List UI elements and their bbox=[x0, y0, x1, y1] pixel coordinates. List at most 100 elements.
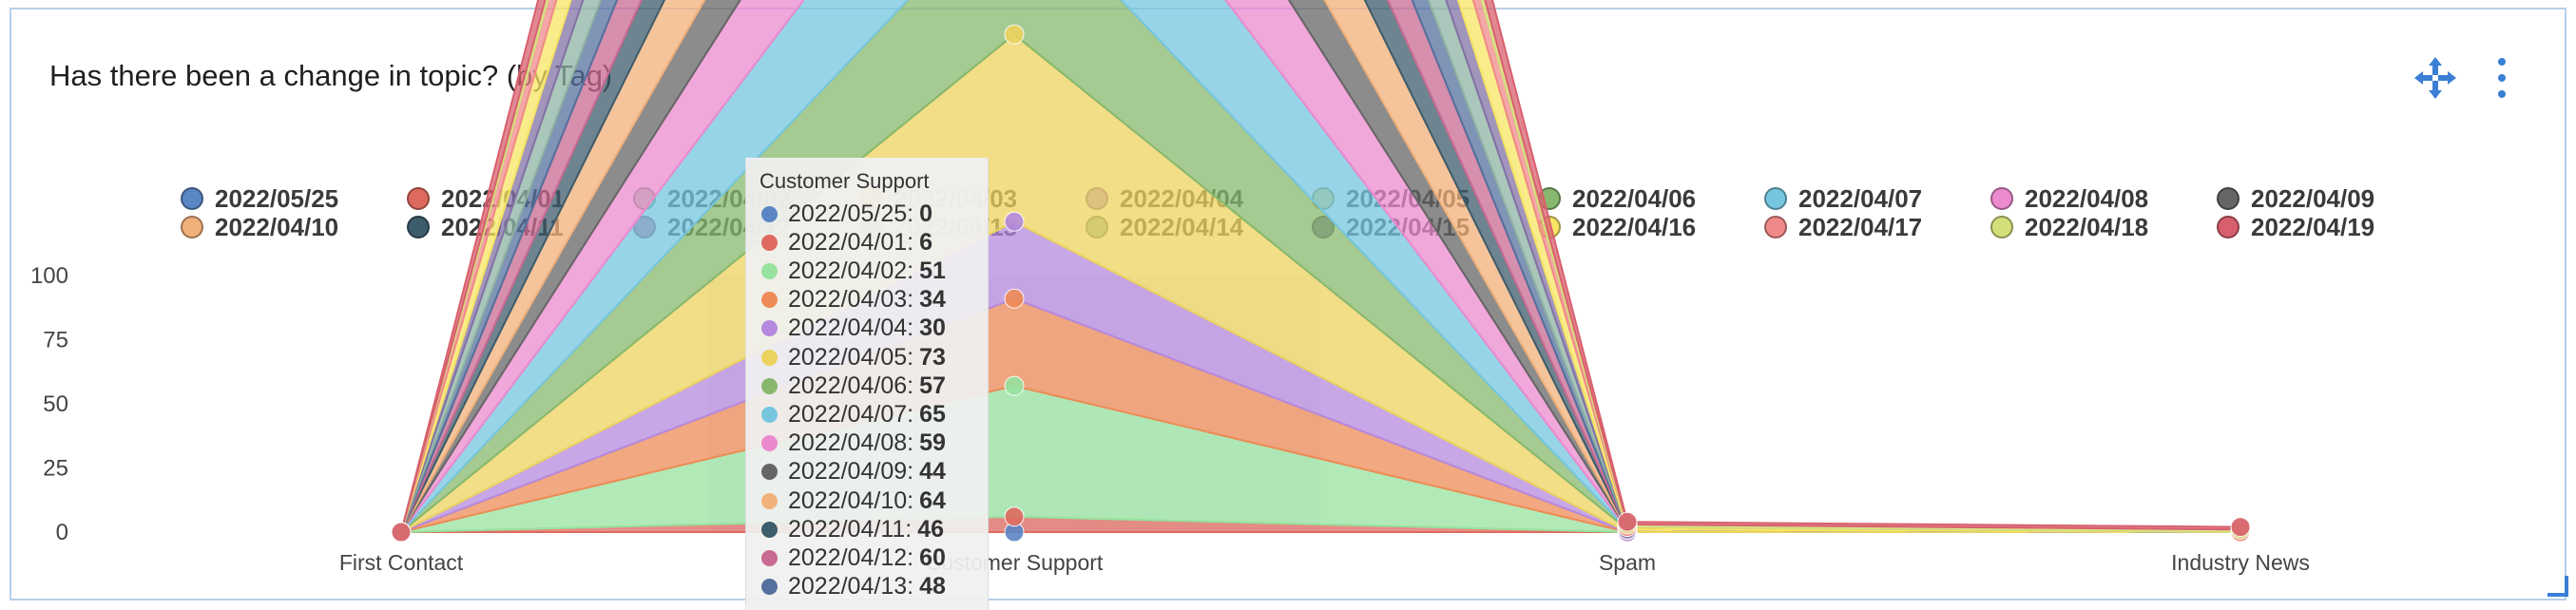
tooltip-value: 46 bbox=[917, 515, 945, 543]
tooltip-value: 60 bbox=[919, 543, 946, 571]
legend-marker bbox=[1764, 216, 1787, 238]
tooltip-marker bbox=[761, 205, 778, 222]
y-tick-label: 100 bbox=[30, 263, 68, 289]
legend-marker bbox=[181, 187, 203, 210]
legend-item[interactable]: 2022/04/17 bbox=[1764, 213, 1922, 241]
tooltip-label: 2022/05/25: bbox=[788, 200, 914, 227]
tooltip-value: 44 bbox=[919, 458, 946, 486]
tooltip-marker bbox=[761, 292, 778, 309]
series-point[interactable] bbox=[1004, 211, 1025, 232]
tooltip-row: 2022/04/01: 6 bbox=[761, 228, 932, 257]
resize-corner-icon[interactable] bbox=[2547, 576, 2568, 597]
y-tick-label: 50 bbox=[43, 391, 68, 417]
chart-tooltip: Customer Support 2022/05/25: 0 2022/04/01:… bbox=[745, 158, 989, 610]
legend-label: 2022/04/07 bbox=[1798, 183, 1923, 213]
legend-item[interactable]: 2022/04/08 bbox=[1990, 184, 2148, 213]
tooltip-value: 6 bbox=[919, 228, 932, 256]
series-point[interactable] bbox=[1004, 506, 1025, 527]
tooltip-marker bbox=[761, 377, 778, 394]
tooltip-label: 2022/04/11: bbox=[788, 515, 913, 543]
tooltip-label: 2022/04/05: bbox=[788, 343, 914, 371]
tooltip-row: 2022/04/06: 57 bbox=[761, 372, 946, 400]
series-point[interactable] bbox=[1004, 24, 1025, 45]
legend-marker bbox=[1764, 187, 1787, 210]
y-tick-label: 25 bbox=[43, 456, 68, 482]
tooltip-value: 57 bbox=[919, 372, 946, 399]
tooltip-marker bbox=[761, 262, 778, 279]
tooltip-value: 30 bbox=[919, 315, 946, 342]
tooltip-marker bbox=[761, 579, 778, 596]
tooltip-row: 2022/04/10: 64 bbox=[761, 486, 946, 515]
y-tick-label: 0 bbox=[56, 520, 68, 545]
series-point[interactable] bbox=[1617, 511, 1638, 532]
tooltip-marker bbox=[761, 464, 778, 481]
more-vertical-icon[interactable] bbox=[2490, 55, 2513, 101]
tooltip-row: 2022/04/09: 44 bbox=[761, 458, 946, 486]
y-tick-label: 75 bbox=[43, 328, 68, 353]
tooltip-value: 59 bbox=[919, 429, 946, 457]
legend-marker bbox=[407, 216, 430, 238]
legend-label: 2022/04/09 bbox=[2251, 183, 2375, 213]
legend-label: 2022/04/19 bbox=[2251, 212, 2375, 241]
tooltip-value: 51 bbox=[919, 257, 946, 284]
tooltip-row: 2022/04/08: 59 bbox=[761, 429, 946, 458]
legend-label: 2022/04/18 bbox=[2025, 212, 2149, 241]
tooltip-value: 73 bbox=[919, 343, 946, 371]
legend-item[interactable]: 2022/04/18 bbox=[1990, 213, 2148, 241]
tooltip-row: 2022/04/02: 51 bbox=[761, 257, 946, 285]
legend-item[interactable]: 2022/04/10 bbox=[181, 213, 338, 241]
tooltip-marker bbox=[761, 349, 778, 366]
legend-marker bbox=[2217, 216, 2240, 238]
tooltip-title: Customer Support bbox=[759, 169, 930, 193]
tooltip-row: 2022/04/04: 30 bbox=[761, 315, 946, 343]
tooltip-marker bbox=[761, 435, 778, 452]
tooltip-row: 2022/04/03: 34 bbox=[761, 286, 946, 315]
legend-item[interactable]: 2022/04/06 bbox=[1538, 184, 1696, 213]
legend-marker bbox=[1990, 216, 2013, 238]
tooltip-value: 34 bbox=[919, 286, 946, 314]
x-tick-label: Spam bbox=[1599, 550, 1656, 575]
tooltip-row: 2022/05/25: 0 bbox=[761, 200, 932, 228]
tooltip-label: 2022/04/06: bbox=[788, 372, 914, 399]
tooltip-row: 2022/04/11: 46 bbox=[761, 515, 944, 543]
tooltip-value: 48 bbox=[919, 573, 946, 600]
legend-label: 2022/04/16 bbox=[1572, 212, 1697, 241]
tooltip-label: 2022/04/01: bbox=[788, 228, 914, 256]
tooltip-row: 2022/04/05: 73 bbox=[761, 343, 946, 372]
legend-label: 2022/04/06 bbox=[1572, 183, 1697, 213]
legend-label: 2022/05/25 bbox=[215, 183, 339, 213]
tooltip-marker bbox=[761, 492, 778, 509]
legend-label: 2022/04/10 bbox=[215, 212, 339, 241]
tooltip-label: 2022/04/02: bbox=[788, 257, 914, 284]
x-tick-label: First Contact bbox=[339, 550, 464, 575]
legend-label: 2022/04/17 bbox=[1798, 212, 1923, 241]
tooltip-row: 2022/04/12: 60 bbox=[761, 543, 946, 572]
legend-item[interactable]: 2022/04/09 bbox=[2217, 184, 2374, 213]
series-point[interactable] bbox=[1004, 375, 1025, 396]
tooltip-label: 2022/04/10: bbox=[788, 486, 914, 514]
tooltip-value: 65 bbox=[919, 400, 946, 428]
move-arrows-icon[interactable] bbox=[2413, 55, 2458, 101]
legend-marker bbox=[1990, 187, 2013, 210]
tooltip-label: 2022/04/03: bbox=[788, 286, 914, 314]
tooltip-row: 2022/04/07: 65 bbox=[761, 400, 946, 429]
legend-label: 2022/04/08 bbox=[2025, 183, 2149, 213]
tooltip-label: 2022/04/08: bbox=[788, 429, 914, 457]
series-point[interactable] bbox=[391, 522, 412, 543]
legend-item[interactable]: 2022/04/19 bbox=[2217, 213, 2374, 241]
legend-marker bbox=[407, 187, 430, 210]
legend-marker bbox=[181, 216, 203, 238]
series-point[interactable] bbox=[2230, 517, 2251, 538]
tooltip-marker bbox=[761, 320, 778, 337]
legend-item[interactable]: 2022/05/25 bbox=[181, 184, 338, 213]
tooltip-marker bbox=[761, 406, 778, 423]
tooltip-row: 2022/04/13: 48 bbox=[761, 573, 946, 601]
legend-item[interactable]: 2022/04/07 bbox=[1764, 184, 1922, 213]
legend-marker bbox=[2217, 187, 2240, 210]
tooltip-label: 2022/04/04: bbox=[788, 315, 914, 342]
tooltip-label: 2022/04/09: bbox=[788, 458, 914, 486]
tooltip-label: 2022/04/07: bbox=[788, 400, 914, 428]
tooltip-marker bbox=[761, 521, 778, 538]
series-point[interactable] bbox=[1004, 288, 1025, 309]
